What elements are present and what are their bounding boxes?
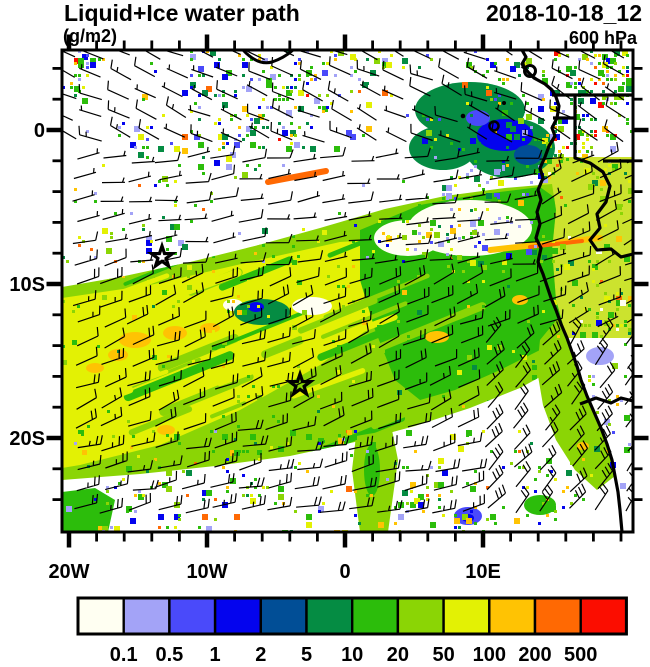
x-tick-label: 10E xyxy=(465,561,501,583)
level-label: 600 hPa xyxy=(569,28,638,48)
colorbar-label: 100 xyxy=(473,644,506,666)
axes-layer: 20W 10W 0 10E 0 10S 20S xyxy=(9,34,649,583)
colorbar-cell xyxy=(305,596,354,636)
colorbar-cell xyxy=(122,596,171,636)
coastline-borders-layer xyxy=(241,50,633,532)
colorbar-label: 2 xyxy=(255,644,266,666)
colorbar-label: 1 xyxy=(210,644,221,666)
colorbar-label: 50 xyxy=(432,644,454,666)
y-tick-label: 10S xyxy=(9,274,45,296)
shaded-water-path-field xyxy=(62,50,633,532)
colorbar-cell xyxy=(351,596,400,636)
units-label: (g/m2) xyxy=(63,26,117,46)
colorbar-label: 0.1 xyxy=(110,644,138,666)
colorbar-label: 5 xyxy=(301,644,312,666)
colorbar-cell xyxy=(213,596,263,636)
y-tick-label: 20S xyxy=(9,428,45,450)
colorbar-cell xyxy=(579,596,628,636)
colorbar-cell xyxy=(168,596,217,636)
plot-title: Liquid+Ice water path xyxy=(64,0,300,26)
x-tick-label: 0 xyxy=(339,561,350,583)
colorbar-label: 10 xyxy=(341,644,363,666)
colorbar-label: 500 xyxy=(564,644,597,666)
star-marker-2 xyxy=(284,368,316,398)
colorbar-cell xyxy=(259,596,308,636)
colorbar-label: 0.5 xyxy=(155,644,183,666)
colorbar: 0.1 0.5 1 2 5 10 20 50 100 200 500 xyxy=(76,596,628,666)
station-markers-layer xyxy=(146,240,316,398)
x-tick-label: 10W xyxy=(186,561,227,583)
colorbar-cell xyxy=(76,596,125,636)
star-marker-1 xyxy=(146,240,178,270)
colorbar-cell xyxy=(396,596,445,636)
x-tick-label: 20W xyxy=(48,561,89,583)
colorbar-cell xyxy=(442,596,491,636)
colorbar-label: 20 xyxy=(387,644,409,666)
colorbar-label: 200 xyxy=(518,644,551,666)
colorbar-cell xyxy=(533,596,582,636)
colorbar-cell xyxy=(488,596,537,636)
y-tick-label: 0 xyxy=(34,120,45,142)
valid-datetime: 2018-10-18_12 xyxy=(486,0,642,26)
